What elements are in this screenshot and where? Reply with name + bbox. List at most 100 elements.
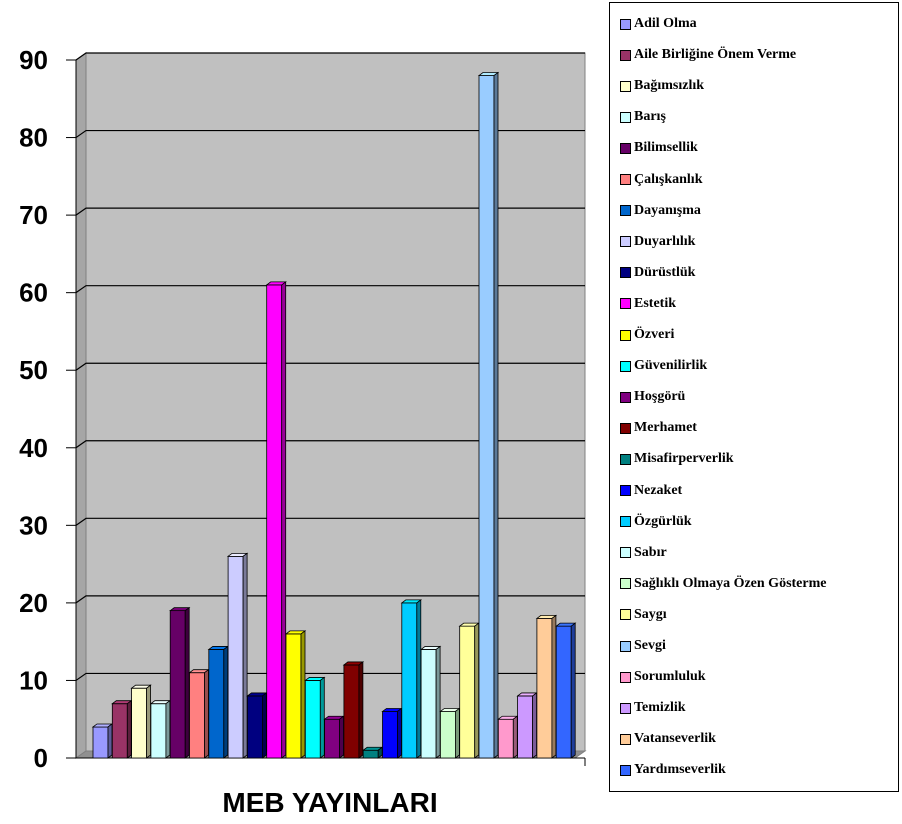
- y-tick-label: 40: [19, 433, 48, 463]
- bar-front: [382, 711, 398, 759]
- bar-front: [420, 649, 437, 759]
- y-tick-label: 80: [19, 123, 48, 153]
- bar: [516, 692, 538, 759]
- gridline: [75, 517, 585, 526]
- legend-item: Sevgi: [620, 637, 666, 655]
- legend-item: Bağımsızlık: [620, 77, 704, 95]
- legend-item: Çalışkanlık: [620, 171, 702, 189]
- legend-label: Barış: [634, 109, 666, 125]
- legend-swatch: [620, 267, 631, 279]
- bar-side: [551, 614, 557, 759]
- plot-back-wall: [85, 52, 586, 752]
- legend-label: Bilimsellik: [634, 140, 698, 156]
- bar-front: [208, 649, 225, 759]
- bar: [304, 676, 326, 759]
- legend-label: Sevgi: [634, 638, 666, 653]
- bar: [342, 661, 365, 759]
- bar-side: [300, 630, 306, 759]
- legend-swatch: [620, 453, 631, 465]
- bar-front: [459, 625, 476, 759]
- gridline: [75, 52, 585, 61]
- bar-side: [416, 599, 422, 759]
- legend-swatch: [620, 516, 631, 528]
- gridline: [75, 129, 585, 139]
- bar: [535, 614, 558, 759]
- legend-swatch: [620, 485, 631, 496]
- legend-swatch: [620, 142, 631, 154]
- legend-swatch: [620, 609, 631, 621]
- y-tick-label: 50: [19, 355, 48, 385]
- legend-label: Özveri: [634, 327, 675, 342]
- plot-wall: [74, 52, 587, 759]
- bar-front: [150, 703, 167, 759]
- bar: [477, 71, 500, 759]
- bar-front: [227, 555, 244, 759]
- bar-front: [92, 726, 109, 759]
- legend-item: Bilimsellik: [620, 139, 698, 157]
- bar: [284, 630, 307, 759]
- legend-item: Hoşgörü: [620, 388, 685, 406]
- legend-label: Merhamet: [634, 420, 697, 436]
- bars: [91, 71, 577, 759]
- legend-swatch: [620, 578, 631, 590]
- bar-front: [189, 672, 205, 759]
- legend-swatch: [620, 236, 631, 248]
- bar-front: [266, 284, 283, 759]
- bar: [419, 645, 442, 759]
- legend-item: Estetik: [620, 295, 676, 313]
- legend-swatch: [620, 547, 631, 559]
- legend-swatch: [620, 329, 631, 341]
- bar-side: [204, 668, 209, 759]
- legend-item: Dayanışma: [620, 202, 701, 220]
- legend-item: Nezaket: [620, 482, 682, 500]
- bar-side: [339, 715, 345, 759]
- legend-label: Güvenilirlik: [634, 358, 708, 374]
- bar-side: [242, 552, 248, 759]
- legend-item: Sabır: [620, 544, 667, 562]
- legend-swatch: [620, 640, 631, 652]
- bar-side: [146, 684, 152, 759]
- legend-swatch: [620, 671, 631, 683]
- legend-item: Aile Birliğine Önem Verme: [620, 46, 796, 64]
- gridlines: [75, 52, 585, 681]
- legend-label: Nezaket: [634, 482, 683, 498]
- legend-swatch: [620, 174, 631, 185]
- legend-item: Saygı: [620, 606, 667, 624]
- legend-item: Güvenilirlik: [620, 357, 707, 375]
- legend-item: Temizlik: [620, 699, 686, 717]
- bar-side: [532, 692, 537, 759]
- legend-swatch: [620, 733, 631, 745]
- bar: [458, 622, 480, 759]
- legend-swatch: [620, 111, 631, 123]
- bar-side: [512, 715, 518, 759]
- x-axis-title: MEB YAYINLARI: [222, 787, 437, 818]
- legend-swatch: [620, 49, 631, 61]
- legend-item: Merhamet: [620, 419, 697, 437]
- bar: [362, 746, 384, 759]
- legend-label: Hoşgörü: [634, 389, 686, 405]
- bar: [265, 281, 287, 759]
- bar-side: [281, 281, 287, 759]
- legend-label: Misafirperverlik: [634, 451, 734, 467]
- legend-item: Yardımseverlik: [620, 761, 726, 779]
- bar-front: [362, 749, 379, 759]
- bar-front: [343, 664, 360, 759]
- bar: [323, 715, 345, 759]
- bar: [226, 552, 249, 759]
- bar-front: [324, 718, 341, 759]
- legend-label: Sabır: [634, 544, 667, 560]
- legend-swatch: [620, 360, 631, 372]
- legend-label: Sorumluluk: [634, 669, 706, 685]
- gridline: [75, 362, 585, 371]
- bar-front: [246, 695, 263, 759]
- gridline: [75, 285, 585, 294]
- bar-side: [474, 622, 480, 759]
- y-tick-label: 0: [34, 743, 48, 773]
- legend-item: Vatanseverlik: [620, 730, 716, 748]
- bar-front: [497, 718, 514, 759]
- plot-side-wall: [75, 52, 87, 759]
- legend-item: Adil Olma: [620, 15, 697, 33]
- bar-side: [358, 661, 364, 759]
- bar-front: [555, 625, 572, 759]
